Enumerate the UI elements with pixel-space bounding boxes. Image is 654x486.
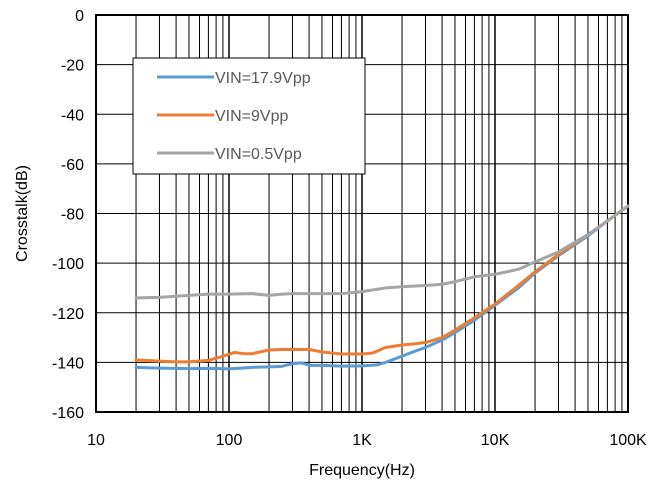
series-lines — [134, 204, 630, 371]
series-line — [134, 204, 630, 371]
x-tick-label: 100K — [609, 432, 647, 449]
series-line — [134, 204, 630, 300]
series-line — [134, 204, 630, 364]
y-axis-title: Crosstalk(dB) — [14, 165, 31, 262]
x-tick-label: 10 — [87, 432, 105, 449]
y-tick-label: -120 — [52, 306, 84, 323]
y-tick-label: -160 — [52, 405, 84, 422]
y-tick-label: 0 — [75, 8, 84, 25]
legend-label: VIN=9Vpp — [215, 108, 288, 125]
x-tick-label: 1K — [352, 432, 372, 449]
x-tick-label: 10K — [481, 432, 510, 449]
y-tick-label: -80 — [61, 207, 84, 224]
x-tick-label: 100 — [216, 432, 243, 449]
legend-label: VIN=0.5Vpp — [215, 146, 302, 163]
y-tick-label: -60 — [61, 157, 84, 174]
y-tick-labels: 0 -20 -40 -60 -80 -100 -120 -140 -160 — [52, 8, 84, 422]
y-tick-label: -100 — [52, 256, 84, 273]
legend-label: VIN=17.9Vpp — [215, 70, 311, 87]
plot-frame — [95, 14, 629, 413]
y-tick-label: -20 — [61, 58, 84, 75]
y-tick-label: -140 — [52, 355, 84, 372]
legend: VIN=17.9Vpp VIN=9Vpp VIN=0.5Vpp — [132, 57, 366, 175]
y-tick-label: -40 — [61, 107, 84, 124]
x-axis-title: Frequency(Hz) — [309, 462, 415, 479]
x-tick-labels: 10 100 1K 10K 100K — [87, 432, 647, 449]
